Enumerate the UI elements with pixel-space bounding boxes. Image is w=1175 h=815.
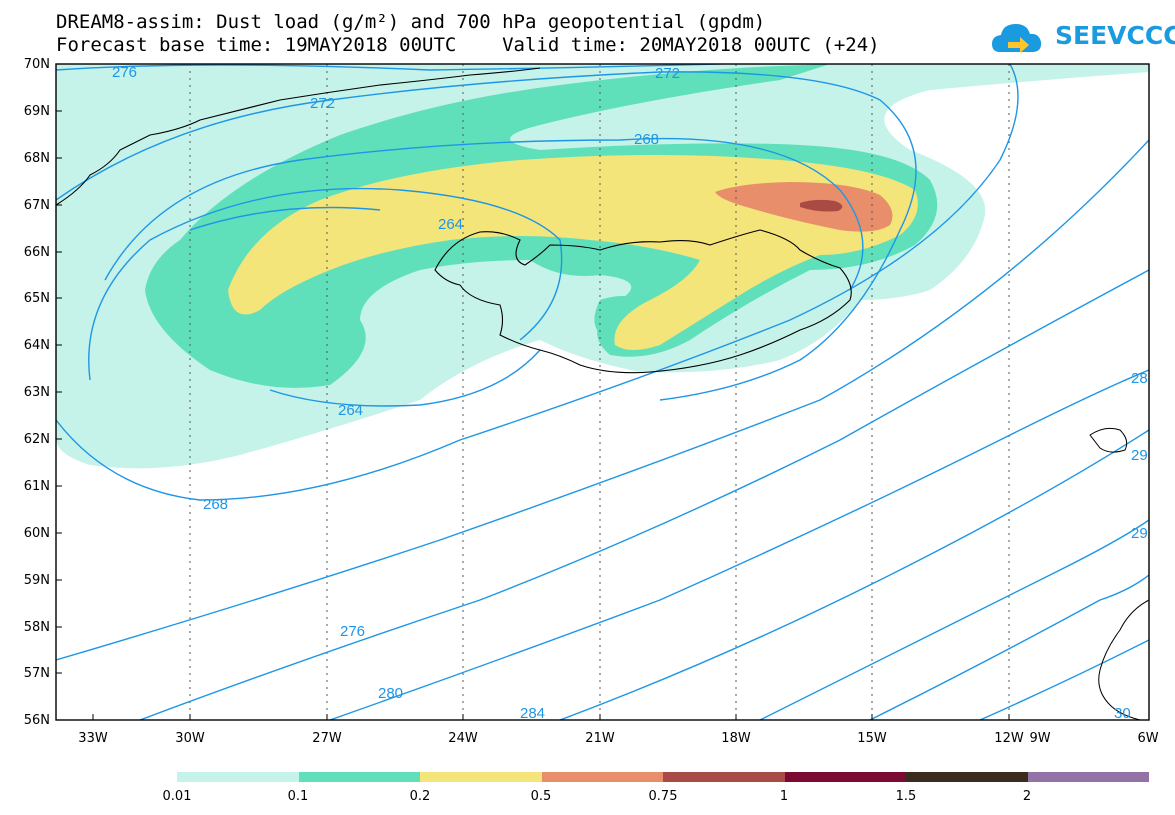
colorbar-label: 2 — [1022, 789, 1032, 804]
lat-label: 60N — [23, 526, 50, 541]
lat-label: 62N — [23, 432, 50, 447]
colorbar-swatch — [420, 772, 542, 782]
colorbar-label: 1.5 — [895, 789, 917, 804]
lat-label: 65N — [23, 291, 50, 306]
map-title: DREAM8-assim: Dust load (g/m²) and 700 h… — [56, 11, 766, 33]
greenland-coastline — [56, 67, 541, 206]
lon-label: 12W — [994, 731, 1024, 746]
contour-label: 264 — [338, 402, 363, 419]
lat-label: 59N — [23, 573, 50, 588]
lat-label: 66N — [23, 245, 50, 260]
contour-label: 30 — [1114, 705, 1131, 722]
lon-label: 18W — [721, 731, 751, 746]
lat-label: 68N — [23, 151, 50, 166]
lat-label: 67N — [23, 198, 50, 213]
seevccc-logo-text: SEEVCCC — [1055, 21, 1175, 50]
map-subtitle: Forecast base time: 19MAY2018 00UTC Vali… — [56, 34, 880, 56]
colorbar-label: 0.1 — [287, 789, 309, 804]
scotland-coastline — [1098, 599, 1149, 720]
lon-label: 6W — [1137, 731, 1159, 746]
lat-label: 61N — [23, 479, 50, 494]
contour-label: 276 — [112, 64, 137, 81]
colorbar-swatch — [541, 772, 663, 782]
dust-area-0.75 — [800, 199, 843, 212]
contour-label: 276 — [340, 623, 365, 640]
contour-label: 29 — [1131, 525, 1148, 542]
dust-colorbar — [177, 772, 1149, 782]
colorbar-label: 0.75 — [648, 789, 678, 804]
contour-label: 29 — [1131, 447, 1148, 464]
contour-label: 268 — [203, 496, 228, 513]
contour-label: 268 — [634, 131, 659, 148]
colorbar-label: 0.01 — [162, 789, 192, 804]
lon-label: 21W — [585, 731, 615, 746]
contour-label: 272 — [655, 65, 680, 82]
colorbar-swatch — [906, 772, 1028, 782]
colorbar-label: 1 — [779, 789, 789, 804]
contour-labels: 276 272 272 268 264 264 268 276 280 284 … — [112, 64, 1148, 722]
lat-label: 64N — [23, 338, 50, 353]
lat-label: 70N — [23, 57, 50, 72]
lon-label: 30W — [175, 731, 205, 746]
tick-marks — [56, 63, 1010, 720]
lat-label: 58N — [23, 620, 50, 635]
iceland-coastline — [434, 229, 852, 374]
colorbar-swatch — [298, 772, 420, 782]
lon-gridlines — [189, 64, 1010, 720]
colorbar-swatch — [1027, 772, 1149, 782]
contour-label: 284 — [520, 705, 545, 722]
lat-label: 69N — [23, 104, 50, 119]
colorbar-label: 0.5 — [530, 789, 552, 804]
lat-label: 63N — [23, 385, 50, 400]
lon-label: 9W — [1029, 731, 1051, 746]
contour-label: 280 — [378, 685, 403, 702]
contour-label: 28 — [1131, 370, 1148, 387]
lon-label: 24W — [448, 731, 478, 746]
colorbar-swatch — [663, 772, 785, 782]
geopotential-contours — [56, 64, 1149, 720]
dust-area-0.1-b — [594, 296, 650, 340]
lon-label: 33W — [78, 731, 108, 746]
lat-label: 57N — [23, 666, 50, 681]
colorbar-swatch — [177, 772, 299, 782]
colorbar-label: 0.2 — [409, 789, 431, 804]
lat-label: 56N — [23, 713, 50, 728]
colorbar-swatch — [784, 772, 906, 782]
lon-label: 27W — [312, 731, 342, 746]
faroe-coastline — [1089, 427, 1128, 453]
contour-label: 272 — [310, 95, 335, 112]
lon-label: 15W — [857, 731, 887, 746]
contour-label: 264 — [438, 216, 463, 233]
cloud-arrow-icon — [992, 24, 1042, 53]
